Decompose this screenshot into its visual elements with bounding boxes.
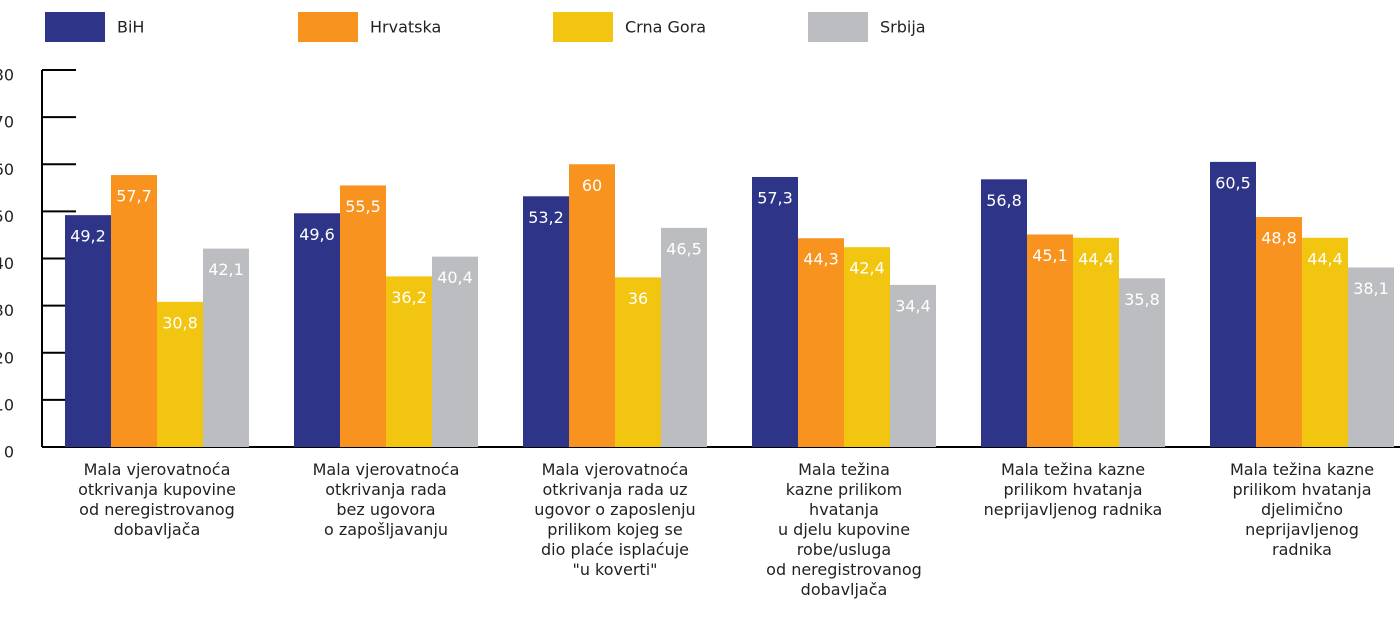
value-label: 46,5 [666, 239, 702, 258]
bar [752, 176, 798, 447]
value-label: 34,4 [895, 296, 931, 315]
bar [1210, 161, 1256, 448]
legend-swatch [298, 12, 358, 42]
y-tick-label: 30 [0, 301, 14, 320]
value-label: 49,6 [299, 225, 335, 244]
x-tick-label: Mala vjerovatnoća otkrivanja rada bez ug… [312, 460, 460, 539]
bar [203, 248, 249, 447]
value-label: 60,5 [1215, 173, 1251, 192]
legend-swatch [553, 12, 613, 42]
x-tick-label: Mala vjerovatnoća otkrivanja rada uz ugo… [534, 460, 696, 579]
bar [294, 213, 340, 447]
y-tick-label: 50 [0, 207, 14, 226]
y-tick-label: 20 [0, 348, 14, 367]
value-label: 44,3 [803, 250, 839, 269]
value-label: 49,2 [70, 227, 106, 246]
value-label: 42,1 [208, 260, 244, 279]
bar [615, 277, 661, 447]
bar [386, 276, 432, 447]
bar [1256, 217, 1302, 447]
bar [1027, 234, 1073, 447]
legend-swatch [808, 12, 868, 42]
bar [844, 247, 890, 447]
value-label: 36 [628, 289, 648, 308]
bar [1302, 237, 1348, 447]
value-label: 44,4 [1078, 249, 1114, 268]
value-label: 57,3 [757, 188, 793, 207]
value-label: 60 [582, 176, 602, 195]
y-tick-label: 10 [0, 395, 14, 414]
bar [981, 179, 1027, 447]
value-label: 35,8 [1124, 290, 1160, 309]
legend-label: Hrvatska [370, 18, 441, 37]
value-label: 40,4 [437, 268, 473, 287]
value-label: 45,1 [1032, 246, 1068, 265]
bar [157, 301, 203, 447]
x-tick-label: Mala vjerovatnoća otkrivanja kupovine od… [78, 460, 236, 539]
bar [111, 175, 157, 447]
x-tick-label: Mala težina kazne prilikom hvatanja nepr… [983, 460, 1163, 519]
bar [65, 215, 111, 447]
x-tick-label: Mala težina kazne prilikom hvatanja u dj… [766, 460, 922, 599]
legend-label: Crna Gora [625, 18, 706, 37]
x-tick-label: Mala težina kazne prilikom hvatanja djel… [1229, 460, 1375, 559]
value-label: 57,7 [116, 187, 152, 206]
y-tick-label: 0 [4, 443, 14, 462]
y-tick-label: 80 [0, 66, 14, 85]
y-tick-label: 40 [0, 254, 14, 273]
bar [1348, 267, 1394, 447]
value-label: 42,4 [849, 259, 885, 278]
bar [523, 196, 569, 447]
bar [340, 185, 386, 448]
bar [1119, 278, 1165, 447]
bar [890, 284, 936, 447]
value-label: 53,2 [528, 208, 564, 227]
bar [798, 238, 844, 447]
bar [661, 227, 707, 447]
value-label: 30,8 [162, 313, 198, 332]
bar [569, 164, 615, 447]
value-label: 36,2 [391, 288, 427, 307]
value-label: 48,8 [1261, 229, 1297, 248]
value-label: 56,8 [986, 191, 1022, 210]
y-tick-label: 70 [0, 113, 14, 132]
value-label: 38,1 [1353, 279, 1389, 298]
y-tick-label: 60 [0, 160, 14, 179]
bar [1073, 237, 1119, 447]
value-label: 44,4 [1307, 249, 1343, 268]
legend-swatch [45, 12, 105, 42]
legend-label: BiH [117, 18, 144, 37]
bar [432, 256, 478, 447]
legend-label: Srbija [880, 18, 926, 37]
value-label: 55,5 [345, 197, 381, 216]
